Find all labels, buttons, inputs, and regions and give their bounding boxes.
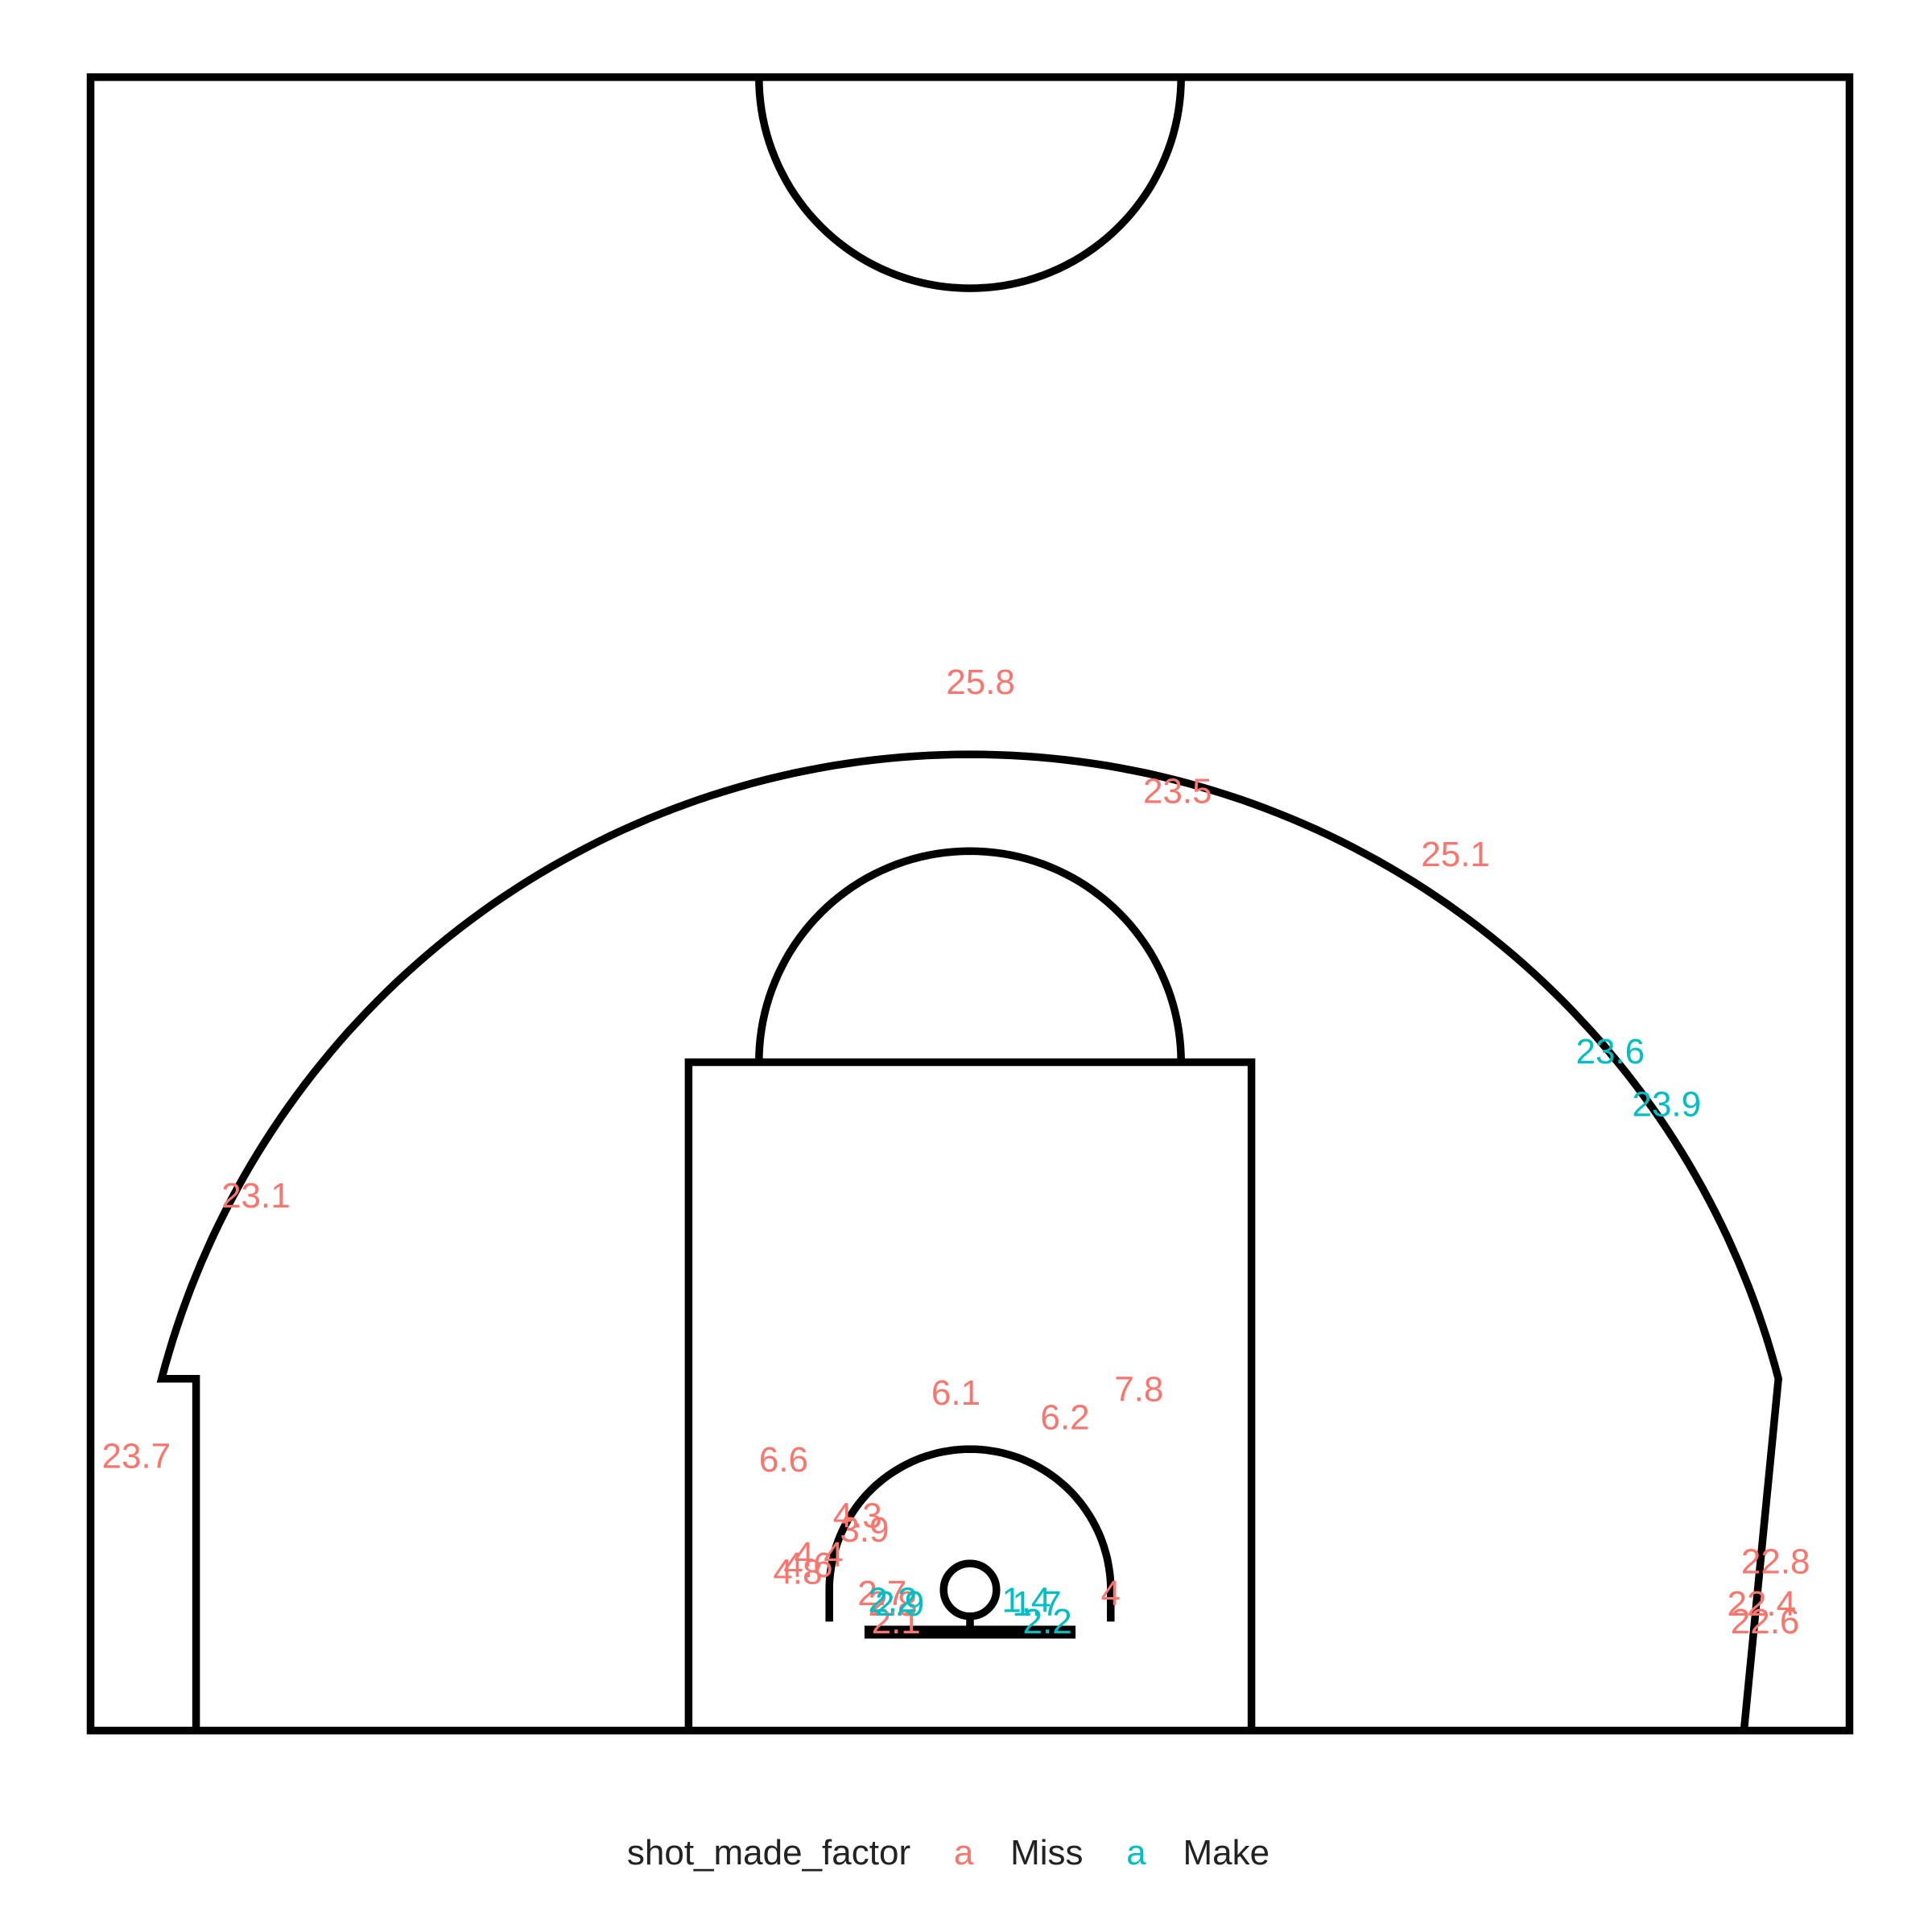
shot-label-miss: 23.5	[1143, 772, 1212, 811]
shot-label-miss: 4.8	[773, 1553, 822, 1592]
shot-label-miss: 25.1	[1421, 835, 1490, 874]
shot-label-miss: 4	[1101, 1574, 1121, 1613]
three-point-line	[156, 750, 1783, 1732]
shot-label-miss: 4.4	[795, 1535, 844, 1575]
shot-label-miss: 23.1	[221, 1176, 291, 1216]
free-throw-circle	[755, 847, 1185, 1063]
shot-label-miss: 3.9	[840, 1510, 889, 1550]
shot-label-make: 1.4	[1001, 1581, 1051, 1620]
shot-label-miss: 2.8	[868, 1584, 917, 1624]
legend-label-make: Make	[1183, 1833, 1270, 1872]
shot-label-miss: 22.6	[1731, 1602, 1800, 1641]
legend-label-miss: Miss	[1010, 1833, 1084, 1872]
shot-label-miss: 25.8	[946, 663, 1015, 702]
legend: shot_made_factor a Miss a Make	[0, 1821, 1932, 1885]
shot-label-make: 23.6	[1575, 1032, 1645, 1071]
shot-label-miss: 2.1	[872, 1602, 921, 1641]
center-circle	[755, 76, 1185, 292]
court-boundary	[86, 73, 1854, 1735]
court-lines	[86, 73, 1854, 1735]
shot-label-make: 1.7	[1012, 1584, 1061, 1624]
rim	[939, 1559, 1001, 1620]
legend-title: shot_made_factor	[626, 1833, 911, 1872]
shot-label-miss: 6.6	[759, 1440, 808, 1480]
shot-label-make: 2.9	[875, 1584, 924, 1624]
shot-label-miss: 2.7	[857, 1574, 906, 1613]
legend-key-make: a	[1126, 1833, 1146, 1872]
restricted-area	[825, 1445, 1115, 1622]
shot-labels: 25.8 23.5 25.1 23.1 23.7 22.822.422.6 6.1 6.2 7.…	[101, 663, 1810, 1641]
legend-key-miss: a	[953, 1833, 974, 1872]
paint-key	[684, 1058, 1256, 1735]
shot-label-make: 2.2	[1023, 1602, 1072, 1641]
shot-label-miss: 22.8	[1741, 1542, 1810, 1582]
shot-label-miss: 6.2	[1040, 1397, 1089, 1437]
shot-label-miss: 23.7	[101, 1436, 171, 1476]
shot-label-make: 2.2	[868, 1581, 917, 1620]
shot-label-miss: 22.4	[1727, 1584, 1796, 1624]
shot-label-miss: 4.6	[783, 1546, 832, 1585]
shot-label-miss: 4.3	[833, 1496, 882, 1536]
shot-label-make: 23.9	[1632, 1084, 1701, 1124]
shot-label-miss: 7.8	[1114, 1369, 1163, 1409]
shot-label-miss: 6.1	[931, 1373, 980, 1413]
